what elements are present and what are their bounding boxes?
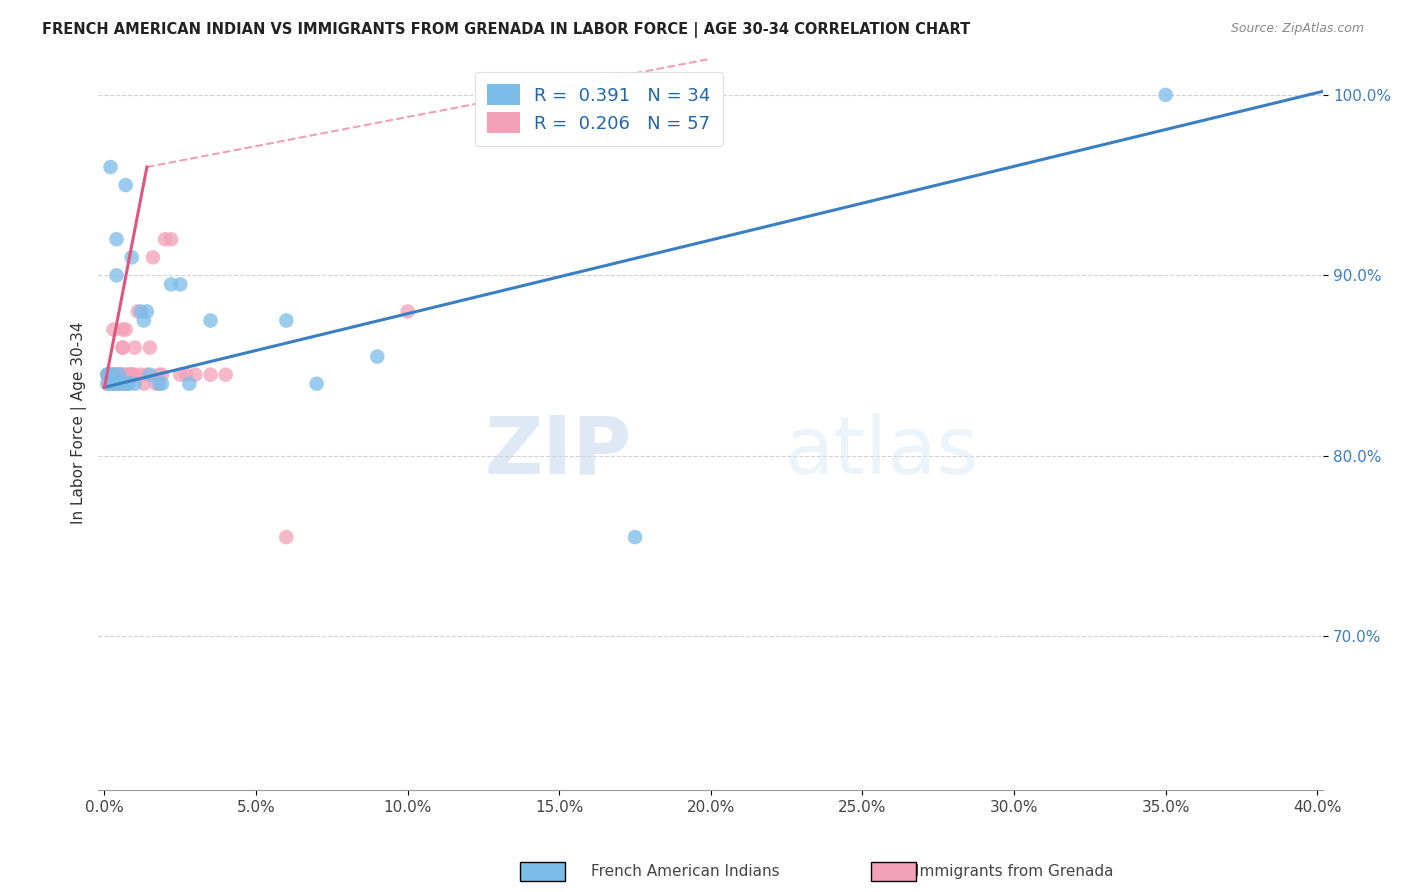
- Point: [121, 368, 143, 382]
- Point: [121, 368, 143, 382]
- Point: [100, 376, 122, 391]
- Point: [100, 376, 122, 391]
- Point: [96, 376, 118, 391]
- Point: [103, 368, 125, 382]
- Text: Source: ZipAtlas.com: Source: ZipAtlas.com: [1230, 22, 1364, 36]
- Point: [121, 368, 143, 382]
- Legend: R =  0.391   N = 34, R =  0.206   N = 57: R = 0.391 N = 34, R = 0.206 N = 57: [475, 71, 724, 145]
- Point: [103, 376, 125, 391]
- Point: [148, 368, 170, 382]
- Point: [105, 268, 128, 283]
- Point: [103, 376, 125, 391]
- Point: [105, 232, 128, 246]
- Point: [118, 376, 141, 391]
- Point: [200, 313, 222, 327]
- Text: ZIP: ZIP: [484, 413, 631, 491]
- Point: [118, 376, 141, 391]
- Point: [100, 368, 122, 382]
- Point: [305, 376, 328, 391]
- Point: [124, 376, 146, 391]
- Point: [103, 322, 125, 336]
- Point: [118, 368, 141, 382]
- Point: [108, 376, 131, 391]
- Point: [121, 250, 143, 264]
- Point: [111, 368, 134, 382]
- Point: [103, 368, 125, 382]
- Point: [127, 304, 149, 318]
- Point: [105, 368, 128, 382]
- Point: [96, 368, 118, 382]
- Point: [105, 368, 128, 382]
- Point: [111, 376, 134, 391]
- Point: [624, 530, 647, 544]
- Point: [148, 376, 170, 391]
- Text: Immigrants from Grenada: Immigrants from Grenada: [915, 864, 1114, 879]
- Point: [96, 368, 118, 382]
- Point: [142, 250, 165, 264]
- Point: [108, 368, 131, 382]
- Point: [105, 376, 128, 391]
- Point: [108, 376, 131, 391]
- Point: [135, 368, 157, 382]
- Point: [108, 376, 131, 391]
- Point: [129, 368, 152, 382]
- Point: [135, 304, 157, 318]
- Point: [396, 304, 419, 318]
- Point: [108, 368, 131, 382]
- Point: [124, 368, 146, 382]
- Point: [96, 376, 118, 391]
- Point: [103, 368, 125, 382]
- Point: [100, 160, 122, 174]
- Point: [276, 530, 298, 544]
- Point: [114, 376, 136, 391]
- Point: [139, 368, 162, 382]
- Point: [114, 368, 136, 382]
- Point: [111, 322, 134, 336]
- Point: [111, 341, 134, 355]
- Point: [174, 368, 197, 382]
- Point: [103, 368, 125, 382]
- Point: [111, 368, 134, 382]
- Point: [132, 376, 155, 391]
- Point: [215, 368, 238, 382]
- Point: [118, 368, 141, 382]
- Point: [124, 341, 146, 355]
- Point: [169, 277, 191, 292]
- Point: [96, 368, 118, 382]
- Point: [108, 368, 131, 382]
- Point: [108, 368, 131, 382]
- Point: [169, 368, 191, 382]
- Point: [200, 368, 222, 382]
- Point: [100, 368, 122, 382]
- Point: [139, 341, 162, 355]
- Point: [111, 341, 134, 355]
- Point: [114, 322, 136, 336]
- Y-axis label: In Labor Force | Age 30-34: In Labor Force | Age 30-34: [72, 321, 87, 524]
- Point: [108, 376, 131, 391]
- Point: [160, 232, 183, 246]
- Point: [366, 350, 388, 364]
- Text: FRENCH AMERICAN INDIAN VS IMMIGRANTS FROM GRENADA IN LABOR FORCE | AGE 30-34 COR: FRENCH AMERICAN INDIAN VS IMMIGRANTS FRO…: [42, 22, 970, 38]
- Point: [160, 277, 183, 292]
- Point: [153, 232, 176, 246]
- Point: [184, 368, 207, 382]
- Point: [114, 178, 136, 193]
- Point: [96, 368, 118, 382]
- Point: [114, 376, 136, 391]
- Point: [150, 376, 173, 391]
- Point: [1154, 87, 1177, 102]
- Text: French American Indians: French American Indians: [592, 864, 780, 879]
- Point: [179, 376, 201, 391]
- Point: [132, 313, 155, 327]
- Point: [100, 368, 122, 382]
- Point: [108, 368, 131, 382]
- Point: [103, 376, 125, 391]
- Point: [105, 368, 128, 382]
- Point: [150, 368, 173, 382]
- Point: [276, 313, 298, 327]
- Point: [129, 304, 152, 318]
- Text: atlas: atlas: [785, 413, 979, 491]
- Point: [108, 376, 131, 391]
- Point: [145, 376, 167, 391]
